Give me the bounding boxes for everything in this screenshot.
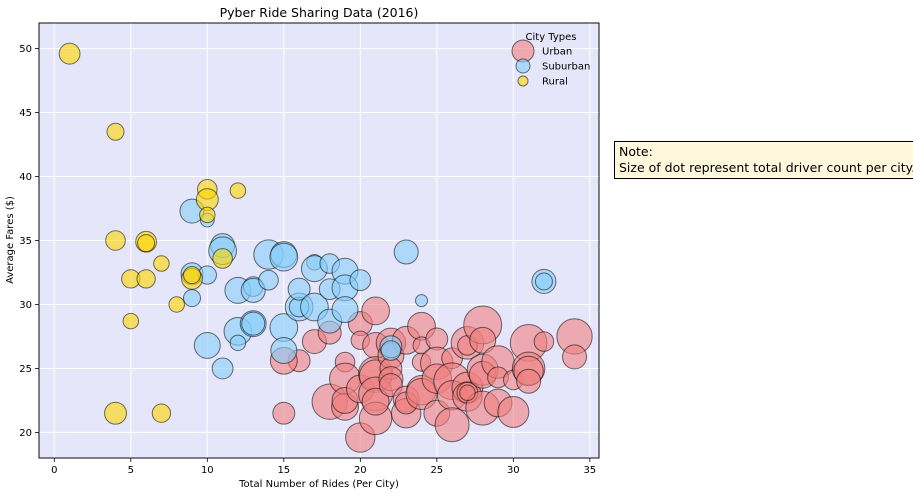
data-point-rural <box>122 312 140 330</box>
data-point-urban <box>562 344 588 370</box>
data-point-rural <box>153 255 170 272</box>
x-tick-label: 0 <box>51 465 57 476</box>
legend-marker-suburban <box>515 58 531 74</box>
data-point-urban <box>361 387 390 416</box>
data-point-suburban <box>211 357 234 380</box>
data-point-rural <box>199 206 216 224</box>
data-point-suburban <box>269 242 299 272</box>
data-point-suburban <box>534 272 553 291</box>
legend-label-urban: Urban <box>542 47 572 58</box>
data-point-suburban <box>193 331 221 359</box>
y-tick-label: 50 <box>19 44 32 55</box>
data-point-suburban <box>229 334 247 352</box>
data-point-urban <box>469 326 497 354</box>
data-point-urban <box>533 331 555 352</box>
y-tick-label: 45 <box>19 108 32 119</box>
data-point-urban <box>272 401 296 425</box>
data-points <box>58 42 593 453</box>
data-point-suburban <box>241 311 266 336</box>
data-point-rural <box>212 248 233 269</box>
legend-label-rural: Rural <box>542 77 568 88</box>
legend: City Types Urban Suburban Rural <box>511 32 590 88</box>
data-point-rural <box>105 230 126 251</box>
note-box: Note: Size of dot represent total driver… <box>614 141 913 179</box>
data-point-rural <box>183 266 201 285</box>
y-tick-label: 30 <box>19 300 32 311</box>
data-point-suburban <box>349 269 372 292</box>
legend-label-suburban: Suburban <box>542 62 590 73</box>
note-text: Size of dot represent total driver count… <box>619 160 913 175</box>
note-title: Note: <box>619 144 653 159</box>
data-point-rural <box>136 269 156 289</box>
y-tick-label: 40 <box>19 172 32 183</box>
data-point-rural <box>229 182 247 199</box>
legend-title: City Types <box>526 32 577 43</box>
data-point-urban <box>434 407 470 443</box>
data-point-suburban <box>331 296 359 324</box>
data-point-urban <box>361 296 390 326</box>
x-tick-label: 25 <box>430 465 443 476</box>
y-tick-label: 25 <box>19 364 32 375</box>
data-point-rural <box>151 403 172 423</box>
data-point-rural <box>104 401 127 425</box>
data-point-suburban <box>270 337 298 364</box>
data-point-rural <box>58 42 81 65</box>
y-axis: 20 25 30 35 40 45 50 <box>19 44 39 439</box>
legend-marker-rural <box>517 75 529 87</box>
data-point-urban <box>516 368 542 394</box>
data-point-urban <box>497 395 530 428</box>
y-tick-label: 35 <box>19 236 32 247</box>
x-tick-label: 15 <box>277 465 290 476</box>
data-point-rural <box>137 234 156 253</box>
x-tick-label: 30 <box>507 465 520 476</box>
y-tick-label: 20 <box>19 428 32 439</box>
data-point-suburban <box>415 294 429 308</box>
x-tick-label: 10 <box>201 465 214 476</box>
data-point-rural <box>168 296 185 313</box>
data-point-suburban <box>183 289 201 308</box>
x-axis: 0 5 10 15 20 25 30 35 <box>51 458 596 476</box>
x-axis-label: Total Number of Rides (Per City) <box>238 479 399 490</box>
data-point-suburban <box>393 239 419 265</box>
data-point-suburban <box>258 269 279 291</box>
y-axis-label: Average Fares ($) <box>5 196 16 284</box>
x-tick-label: 35 <box>583 465 596 476</box>
data-point-rural <box>106 122 125 141</box>
data-point-urban <box>459 384 476 401</box>
x-tick-label: 20 <box>354 465 367 476</box>
x-tick-label: 5 <box>128 465 134 476</box>
chart-title: Pyber Ride Sharing Data (2016) <box>220 5 419 20</box>
data-point-suburban <box>380 340 402 361</box>
data-point-suburban <box>287 277 311 301</box>
